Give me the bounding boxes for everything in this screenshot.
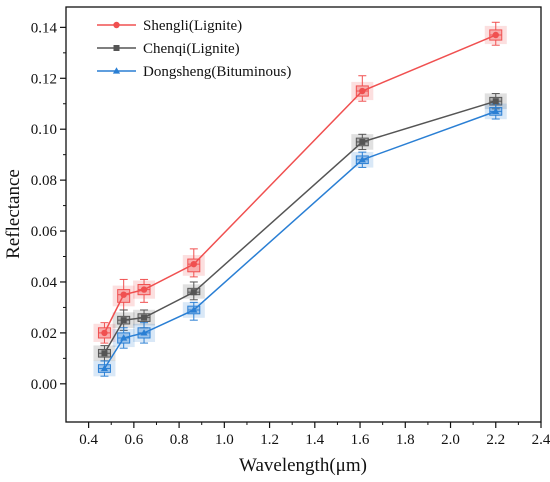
data-point — [140, 329, 148, 336]
data-point — [190, 306, 198, 313]
data-point — [190, 260, 197, 268]
y-tick-label: 0.10 — [31, 122, 57, 138]
data-point — [140, 286, 148, 293]
data-point — [141, 314, 148, 321]
data-point — [359, 138, 366, 145]
y-tick-label: 0.08 — [31, 173, 57, 189]
series-line — [103, 100, 496, 354]
y-tick-label: 0.14 — [31, 20, 58, 36]
x-tick-label: 1.4 — [305, 432, 324, 448]
y-tick-label: 0.02 — [31, 326, 57, 342]
y-tick-label: 0.04 — [31, 275, 58, 291]
x-tick-label: 2.2 — [486, 432, 505, 448]
legend-label: Dongsheng(Bituminous) — [143, 64, 291, 80]
y-axis-title: Reflectance — [3, 169, 24, 259]
markers-layer — [100, 31, 500, 372]
series-lines-layer — [103, 34, 497, 369]
data-point — [120, 317, 127, 324]
data-point — [492, 31, 499, 39]
y-tick-label: 0.06 — [31, 224, 58, 240]
data-point — [358, 155, 366, 163]
data-point — [190, 289, 197, 296]
data-point — [492, 107, 500, 114]
y-axis: 0.00 0.02 0.04 0.06 0.08 0.10 0.12 0.14 — [31, 20, 66, 393]
data-point — [359, 87, 366, 95]
plot-frame — [65, 6, 542, 423]
x-tick-label: 1.2 — [260, 432, 279, 448]
x-tick-label: 1.6 — [351, 432, 370, 448]
legend-marker — [112, 67, 121, 74]
legend-label: Shengli(Lignite) — [143, 18, 242, 34]
x-tick-label: 0.6 — [124, 432, 143, 448]
data-point — [120, 334, 128, 341]
data-point — [101, 329, 108, 337]
legend-marker — [113, 45, 120, 51]
legend-marker — [113, 21, 120, 29]
x-tick-label: 0.8 — [170, 432, 189, 448]
legend: Shengli(Lignite) Chenqi(Lignite) Dongsheng… — [97, 18, 291, 80]
x-tick-label: 2.4 — [532, 432, 550, 448]
legend-label: Chenqi(Lignite) — [143, 41, 240, 57]
x-tick-label: 2.0 — [441, 432, 460, 448]
data-point — [492, 98, 499, 105]
data-point — [101, 350, 108, 357]
x-axis: 0.4 0.6 0.8 1.0 1.2 1.4 1.6 1.8 2.0 2.2 2.4 — [79, 422, 550, 448]
x-tick-label: 1.8 — [396, 432, 415, 448]
x-axis-title: Wavelength(μm) — [239, 455, 367, 476]
data-point — [100, 364, 109, 372]
data-point — [120, 291, 127, 298]
x-tick-label: 1.0 — [215, 432, 234, 448]
series-line — [103, 110, 497, 369]
y-tick-label: 0.12 — [31, 71, 57, 87]
x-tick-label: 0.4 — [79, 432, 98, 448]
series-line — [103, 34, 497, 334]
y-tick-label: 0.00 — [31, 377, 57, 393]
